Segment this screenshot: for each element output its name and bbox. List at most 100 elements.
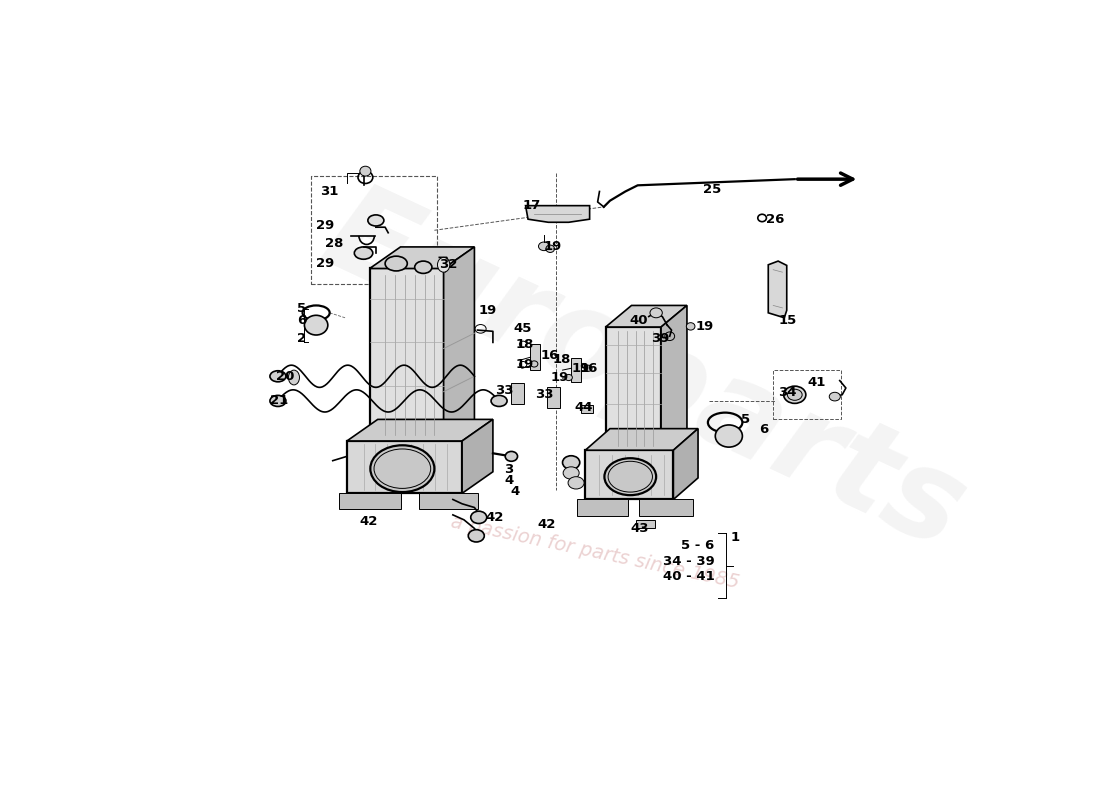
Text: 4: 4 xyxy=(504,474,514,487)
Text: 29: 29 xyxy=(317,257,334,270)
Ellipse shape xyxy=(438,258,450,272)
Text: 2: 2 xyxy=(297,331,306,345)
Ellipse shape xyxy=(539,242,550,250)
Ellipse shape xyxy=(505,451,517,462)
Polygon shape xyxy=(443,247,474,441)
Polygon shape xyxy=(510,383,524,404)
Text: 41: 41 xyxy=(807,376,825,389)
Text: 21: 21 xyxy=(270,394,288,407)
Text: 45: 45 xyxy=(514,322,531,335)
Ellipse shape xyxy=(562,456,580,470)
Text: 5 - 6: 5 - 6 xyxy=(681,539,715,552)
Text: 19: 19 xyxy=(516,358,535,371)
Ellipse shape xyxy=(783,386,806,403)
Text: 5: 5 xyxy=(740,413,750,426)
Text: 16: 16 xyxy=(540,350,559,362)
Text: 6: 6 xyxy=(297,314,306,326)
Ellipse shape xyxy=(367,215,384,226)
Polygon shape xyxy=(581,406,593,414)
Polygon shape xyxy=(346,419,493,441)
Ellipse shape xyxy=(360,166,371,176)
Ellipse shape xyxy=(270,370,286,382)
Polygon shape xyxy=(339,494,400,509)
Text: 42: 42 xyxy=(485,511,504,525)
Polygon shape xyxy=(768,261,786,318)
Text: 17: 17 xyxy=(522,199,540,212)
Ellipse shape xyxy=(829,392,840,401)
Ellipse shape xyxy=(385,256,407,271)
Polygon shape xyxy=(370,247,474,269)
Ellipse shape xyxy=(354,247,373,259)
Polygon shape xyxy=(639,499,693,516)
Text: 18: 18 xyxy=(516,338,535,351)
Ellipse shape xyxy=(491,395,507,406)
Text: 19: 19 xyxy=(544,240,562,253)
Ellipse shape xyxy=(530,361,538,367)
Text: 15: 15 xyxy=(778,314,796,327)
Text: a passion for parts since 1985: a passion for parts since 1985 xyxy=(449,512,740,592)
Ellipse shape xyxy=(686,322,695,330)
Polygon shape xyxy=(370,269,443,441)
Text: 44: 44 xyxy=(575,401,593,414)
Text: 6: 6 xyxy=(759,423,768,436)
Polygon shape xyxy=(578,499,628,516)
Text: 26: 26 xyxy=(766,213,784,226)
Polygon shape xyxy=(530,344,540,370)
Text: 31: 31 xyxy=(320,185,339,198)
Text: Europarts: Europarts xyxy=(305,172,982,574)
Text: 4: 4 xyxy=(510,485,519,498)
Polygon shape xyxy=(547,386,560,408)
Polygon shape xyxy=(673,429,698,499)
Text: 19: 19 xyxy=(550,371,569,384)
Text: 19: 19 xyxy=(571,362,590,374)
Text: 42: 42 xyxy=(538,518,557,530)
Polygon shape xyxy=(526,206,590,222)
Ellipse shape xyxy=(305,315,328,335)
Ellipse shape xyxy=(788,390,802,400)
Text: 33: 33 xyxy=(536,388,554,402)
Polygon shape xyxy=(462,419,493,494)
Ellipse shape xyxy=(270,395,286,406)
Polygon shape xyxy=(606,327,661,450)
Ellipse shape xyxy=(546,245,554,253)
Text: 16: 16 xyxy=(579,362,597,374)
Ellipse shape xyxy=(469,530,484,542)
Text: 20: 20 xyxy=(276,370,294,382)
Ellipse shape xyxy=(604,458,656,495)
Ellipse shape xyxy=(650,308,662,318)
Text: 34: 34 xyxy=(778,386,796,399)
Text: 40: 40 xyxy=(629,314,648,327)
Text: 18: 18 xyxy=(553,353,571,366)
Polygon shape xyxy=(661,306,686,450)
Text: 34 - 39: 34 - 39 xyxy=(663,554,715,567)
Ellipse shape xyxy=(568,477,584,489)
Polygon shape xyxy=(571,358,581,382)
Ellipse shape xyxy=(715,425,742,447)
Text: 1: 1 xyxy=(730,530,739,543)
Polygon shape xyxy=(637,520,654,529)
Text: 40 - 41: 40 - 41 xyxy=(663,570,715,583)
Ellipse shape xyxy=(371,446,435,492)
Text: 5: 5 xyxy=(297,302,306,315)
Text: 28: 28 xyxy=(326,238,344,250)
Ellipse shape xyxy=(565,374,572,381)
Ellipse shape xyxy=(471,511,486,523)
Text: 25: 25 xyxy=(703,183,720,196)
Ellipse shape xyxy=(585,365,592,371)
Text: 39: 39 xyxy=(651,331,670,345)
Polygon shape xyxy=(585,450,673,499)
Text: 42: 42 xyxy=(360,514,377,527)
Polygon shape xyxy=(419,494,477,509)
Ellipse shape xyxy=(288,370,299,385)
Text: 19: 19 xyxy=(695,321,714,334)
Polygon shape xyxy=(606,306,686,327)
Text: 29: 29 xyxy=(317,219,334,232)
Text: 33: 33 xyxy=(495,384,514,397)
Ellipse shape xyxy=(415,261,432,274)
Text: 3: 3 xyxy=(504,462,514,476)
Text: 19: 19 xyxy=(478,304,497,317)
Polygon shape xyxy=(585,429,698,450)
Text: 32: 32 xyxy=(439,258,458,271)
Polygon shape xyxy=(346,441,462,494)
Ellipse shape xyxy=(563,467,579,479)
